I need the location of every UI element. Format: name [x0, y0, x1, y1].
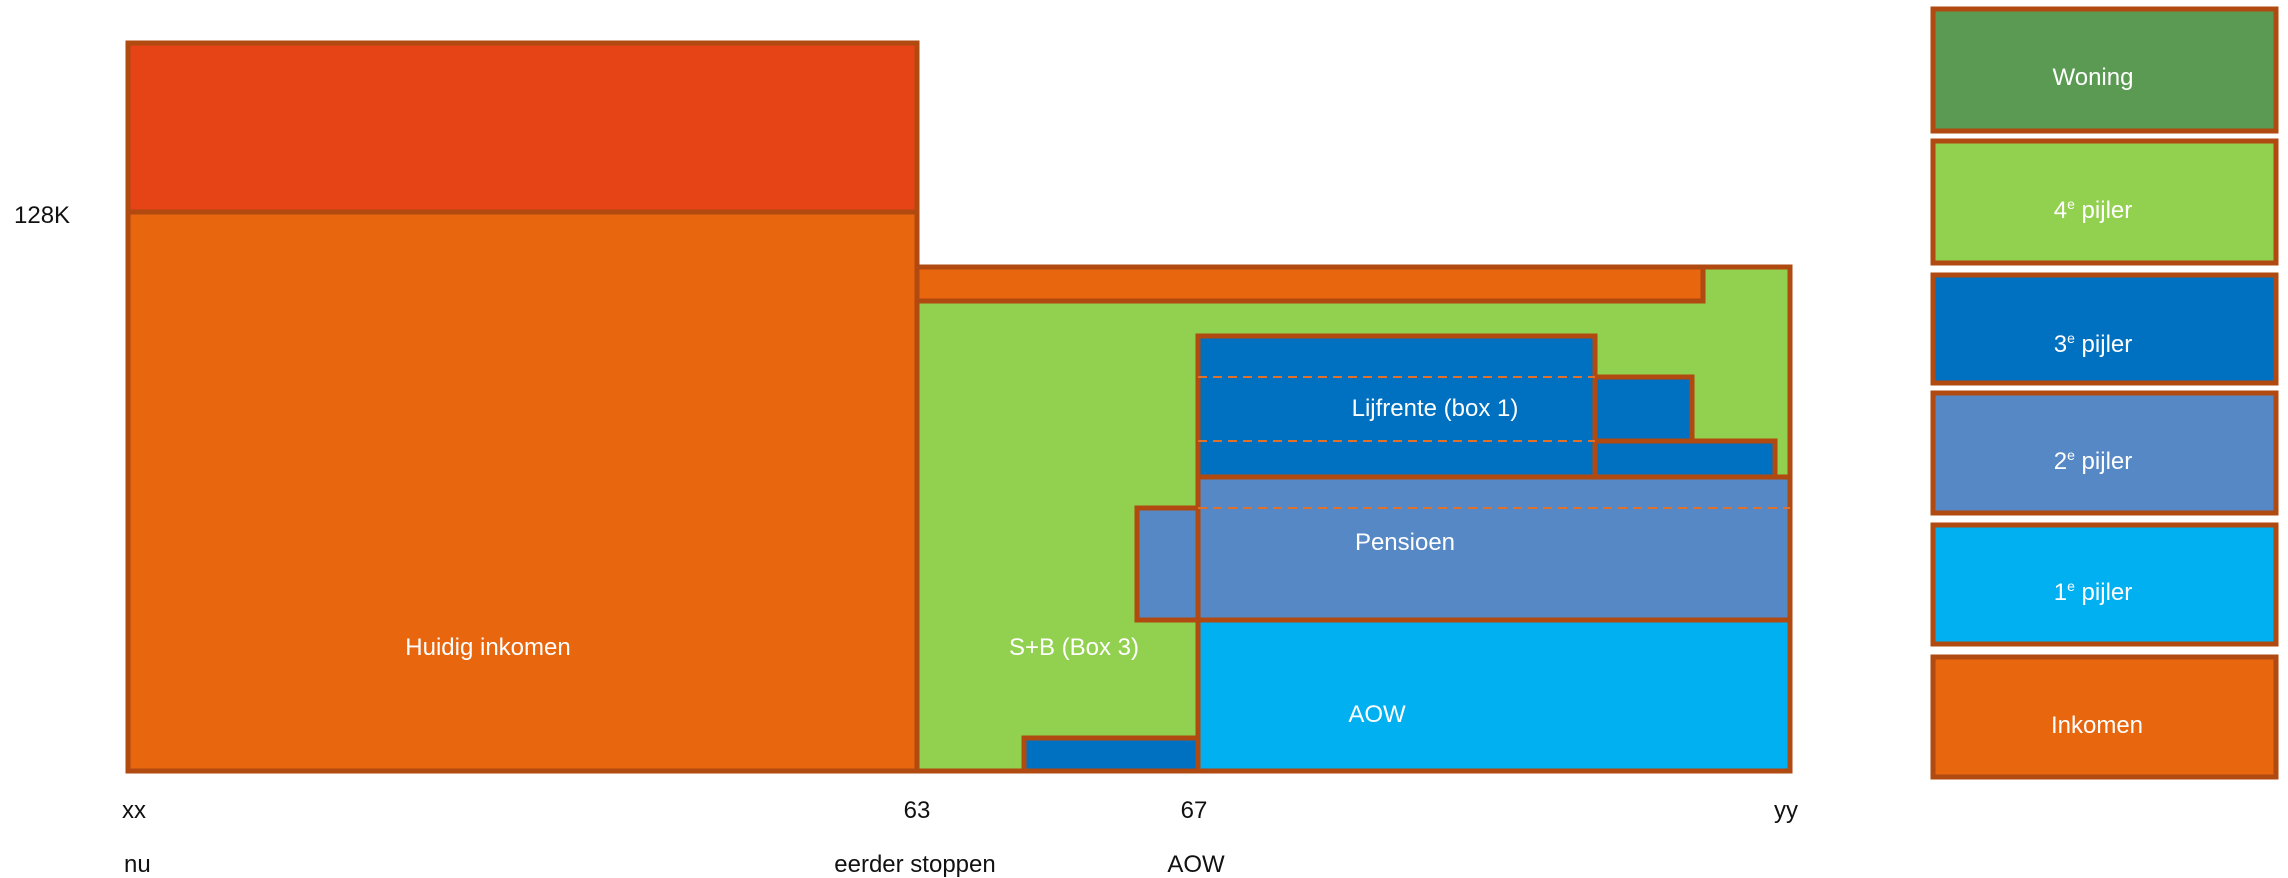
block-huidig-inkomen	[125, 209, 920, 774]
legend-label-woning: Woning	[2053, 64, 2134, 91]
legend-label-inkomen: Inkomen	[2051, 712, 2143, 739]
legend-box-pijler-1	[1930, 522, 2279, 647]
x-caption-nu: nu	[124, 851, 151, 878]
legend-box-pijler-2	[1930, 390, 2279, 516]
legend-label-pijler-3: 3e pijler	[2054, 330, 2133, 358]
block-lijfrente	[1195, 333, 1598, 480]
legend-box-woning	[1930, 6, 2279, 134]
legend: Woning 4e pijler 3e pijler 2e pijler 1e …	[1930, 6, 2279, 780]
legend-label-pijler-4: 4e pijler	[2054, 196, 2133, 224]
label-huidig-inkomen: Huidig inkomen	[405, 634, 570, 661]
label-box3: S+B (Box 3)	[1009, 634, 1139, 661]
x-caption-eerder-stoppen: eerder stoppen	[834, 851, 995, 878]
label-lijfrente: Lijfrente (box 1)	[1352, 395, 1519, 422]
y-axis-label: 128K	[14, 202, 70, 229]
block-small-lijfrente	[1021, 735, 1201, 774]
block-aow	[1195, 617, 1793, 774]
x-caption-aow: AOW	[1167, 851, 1225, 878]
legend-box-inkomen	[1930, 654, 2279, 780]
label-pensioen: Pensioen	[1355, 529, 1455, 556]
x-tick-67: 67	[1181, 797, 1208, 824]
block-thin-income-bar	[914, 264, 1706, 304]
block-lijfrente-step2	[1592, 438, 1778, 480]
label-aow: AOW	[1348, 701, 1406, 728]
block-pensioen-early	[1134, 505, 1201, 623]
block-top-red	[125, 40, 920, 215]
legend-box-pijler-4	[1930, 138, 2279, 266]
x-tick-yy: yy	[1774, 797, 1798, 824]
block-lijfrente-step1	[1592, 374, 1695, 444]
legend-label-pijler-1: 1e pijler	[2054, 578, 2133, 606]
legend-label-pijler-2: 2e pijler	[2054, 447, 2133, 475]
block-pensioen	[1195, 474, 1793, 623]
x-tick-63: 63	[904, 797, 931, 824]
x-tick-xx: xx	[122, 797, 146, 824]
legend-box-pijler-3	[1930, 272, 2279, 386]
